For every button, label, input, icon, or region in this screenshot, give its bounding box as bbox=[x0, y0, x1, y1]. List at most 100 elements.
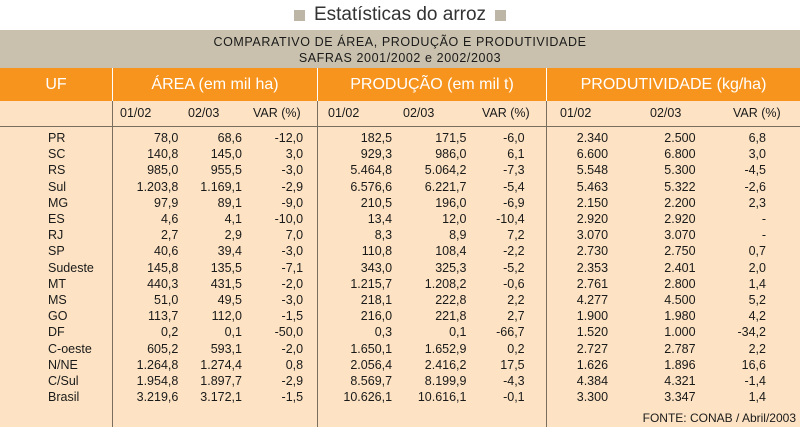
cell-area-var: -50,0 bbox=[274, 325, 304, 340]
subheader-area-var: VAR (%) bbox=[253, 106, 301, 120]
cell-prodt-0203: 5.322 bbox=[664, 179, 696, 194]
cell-area-var: 7,0 bbox=[285, 228, 304, 243]
cell-prodt-0102: 1.626 bbox=[576, 357, 609, 372]
cell-area-0203: 0,1 bbox=[224, 325, 242, 340]
cell-prod-0102: 343,0 bbox=[360, 260, 393, 275]
table-row: C-oeste 605,2 593,1 -2,0 1.650,1 1.652,9 0,2 2.… bbox=[0, 340, 800, 356]
cell-uf: RS bbox=[48, 163, 66, 178]
subheader-prodt-0102: 01/02 bbox=[560, 106, 592, 120]
cell-area-var: -3,0 bbox=[281, 292, 304, 307]
cell-area-0102: 78,0 bbox=[154, 131, 179, 146]
cell-area-0102: 40,6 bbox=[154, 244, 179, 259]
cell-prod-0203: 986,0 bbox=[435, 147, 467, 162]
cell-area-0203: 955,5 bbox=[210, 163, 242, 178]
table-subtitle: COMPARATIVO DE ÁREA, PRODUÇÃO E PRODUTIV… bbox=[0, 30, 800, 68]
cell-prodt-0102: 2.761 bbox=[576, 276, 609, 291]
table-row: Sudeste 145,8 135,5 -7,1 343,0 325,3 -5,2 2.353… bbox=[0, 260, 800, 276]
cell-prodt-0102: 5.548 bbox=[576, 163, 609, 178]
cell-prod-var: 2,7 bbox=[507, 309, 525, 324]
cell-area-0203: 145,0 bbox=[210, 147, 242, 162]
header-divider bbox=[546, 68, 547, 101]
cell-uf: GO bbox=[48, 309, 68, 324]
cell-prodt-var: 0,7 bbox=[748, 244, 766, 259]
page-title: Estatísticas do arroz bbox=[313, 4, 487, 25]
subheader-prodt-var: VAR (%) bbox=[733, 106, 781, 120]
cell-prodt-var: 2,2 bbox=[748, 341, 766, 356]
cell-prod-var: -7,3 bbox=[503, 163, 525, 178]
table-row: GO 113,7 112,0 -1,5 216,0 221,8 2,7 1.900 1.980 4… bbox=[0, 308, 800, 324]
cell-prodt-0203: 2.750 bbox=[664, 244, 696, 259]
subtitle-line-2: SAFRAS 2001/2002 e 2002/2003 bbox=[298, 51, 502, 65]
cell-uf: MG bbox=[48, 195, 69, 210]
cell-area-0102: 1.954,8 bbox=[136, 373, 179, 388]
group-header-row: UF ÁREA (em mil ha) PRODUÇÃO (em mil t) … bbox=[0, 68, 800, 101]
table-row: RS 985,0 955,5 -3,0 5.464,8 5.064,2 -7,3 5.548 5… bbox=[0, 162, 800, 178]
cell-prod-0102: 0,3 bbox=[374, 325, 393, 340]
cell-area-var: -2,0 bbox=[281, 276, 304, 291]
cell-uf: Brasil bbox=[48, 390, 80, 405]
cell-prodt-0203: 6.800 bbox=[664, 147, 696, 162]
cell-prod-0102: 8,3 bbox=[374, 228, 393, 243]
cell-area-0203: 135,5 bbox=[210, 260, 242, 275]
column-divider bbox=[317, 101, 318, 427]
cell-prod-0203: 8,9 bbox=[449, 228, 467, 243]
cell-prod-var: -6,9 bbox=[503, 195, 525, 210]
cell-prod-var: -10,4 bbox=[496, 212, 525, 227]
cell-prod-0203: 196,0 bbox=[435, 195, 467, 210]
header-produtividade: PRODUTIVIDADE (kg/ha) bbox=[580, 76, 767, 93]
cell-prod-var: 17,5 bbox=[500, 357, 525, 372]
table-row: MG 97,9 89,1 -9,0 210,5 196,0 -6,9 2.150 2.200 2,… bbox=[0, 195, 800, 211]
cell-prod-0102: 1.650,1 bbox=[350, 341, 393, 356]
cell-prodt-var: -34,2 bbox=[737, 325, 767, 340]
cell-area-var: 0,8 bbox=[285, 357, 304, 372]
cell-prod-0102: 216,0 bbox=[360, 309, 393, 324]
cell-uf: MT bbox=[48, 276, 67, 291]
cell-area-0203: 2,9 bbox=[224, 228, 242, 243]
header-divider bbox=[112, 68, 113, 101]
cell-prod-0102: 1.215,7 bbox=[350, 276, 393, 291]
cell-prod-0102: 182,5 bbox=[360, 131, 393, 146]
cell-area-var: -7,1 bbox=[281, 260, 304, 275]
square-bullet-icon bbox=[495, 9, 507, 21]
table-row: MT 440,3 431,5 -2,0 1.215,7 1.208,2 -0,6 2.761 2… bbox=[0, 276, 800, 292]
data-table: PR 78,0 68,6 -12,0 182,5 171,5 -6,0 2.340 2.500 6… bbox=[0, 130, 800, 405]
cell-prod-0203: 1.208,2 bbox=[424, 276, 467, 291]
table-row: PR 78,0 68,6 -12,0 182,5 171,5 -6,0 2.340 2.500 6… bbox=[0, 130, 800, 146]
cell-area-var: -12,0 bbox=[274, 131, 304, 146]
cell-prodt-0203: 5.300 bbox=[664, 163, 696, 178]
cell-prod-0102: 2.056,4 bbox=[350, 357, 393, 372]
cell-uf: MS bbox=[48, 292, 67, 307]
cell-area-var: -9,0 bbox=[281, 195, 304, 210]
cell-area-0102: 3.219,6 bbox=[136, 390, 179, 405]
cell-prodt-0203: 2.401 bbox=[664, 260, 696, 275]
cell-prodt-var: 2,3 bbox=[748, 195, 766, 210]
cell-prodt-0102: 2.353 bbox=[576, 260, 609, 275]
cell-prod-0203: 171,5 bbox=[435, 131, 467, 146]
cell-prod-var: -0,1 bbox=[503, 390, 525, 405]
column-divider bbox=[546, 101, 547, 427]
cell-prodt-0102: 2.150 bbox=[576, 195, 609, 210]
cell-prodt-0102: 2.730 bbox=[576, 244, 609, 259]
table-row: SP 40,6 39,4 -3,0 110,8 108,4 -2,2 2.730 2.750 0,… bbox=[0, 243, 800, 259]
cell-prodt-0102: 3.300 bbox=[576, 390, 609, 405]
cell-prod-var: -2,2 bbox=[503, 244, 525, 259]
cell-prodt-0203: 4.321 bbox=[664, 373, 696, 388]
column-divider bbox=[112, 101, 113, 427]
cell-prod-0102: 210,5 bbox=[360, 195, 393, 210]
cell-uf: DF bbox=[48, 325, 65, 340]
cell-area-0203: 68,6 bbox=[217, 131, 242, 146]
cell-prod-var: -66,7 bbox=[496, 325, 525, 340]
cell-prod-0203: 5.064,2 bbox=[424, 163, 467, 178]
cell-prod-0102: 929,3 bbox=[360, 147, 393, 162]
cell-area-var: -3,0 bbox=[281, 244, 304, 259]
cell-area-var: -10,0 bbox=[274, 212, 304, 227]
cell-prodt-0102: 2.920 bbox=[576, 212, 609, 227]
cell-uf: Sul bbox=[48, 179, 67, 194]
table-row: MS 51,0 49,5 -3,0 218,1 222,8 2,2 4.277 4.500 5,2 bbox=[0, 292, 800, 308]
cell-prodt-var: -1,4 bbox=[744, 373, 766, 388]
cell-area-var: -2,0 bbox=[281, 341, 304, 356]
cell-prodt-0102: 2.727 bbox=[576, 341, 609, 356]
cell-prod-var: 2,2 bbox=[507, 292, 525, 307]
cell-prodt-var: 1,4 bbox=[748, 276, 766, 291]
cell-area-0102: 4,6 bbox=[160, 212, 179, 227]
